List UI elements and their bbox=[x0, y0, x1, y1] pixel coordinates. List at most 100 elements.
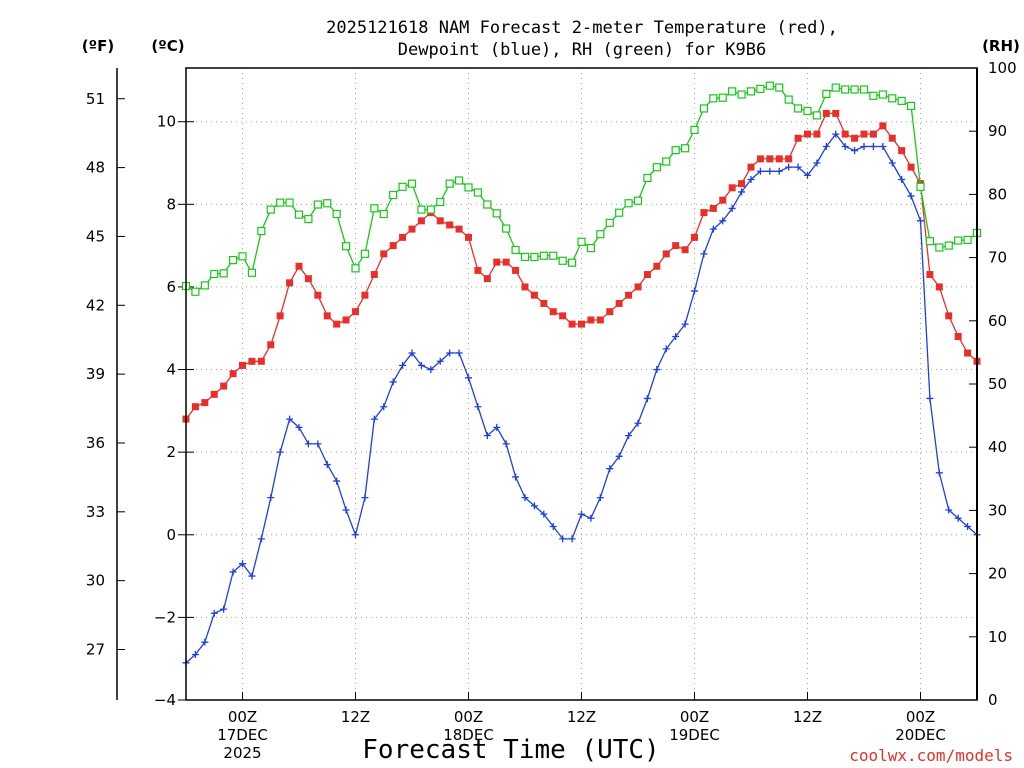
fahrenheit-tick-label: 45 bbox=[86, 227, 105, 245]
fahrenheit-axis: 27 30 33 36 39 42 45 48 51 bbox=[86, 68, 125, 700]
rh-point bbox=[690, 125, 699, 135]
temperature-point bbox=[361, 291, 369, 299]
dewpoint-point bbox=[229, 568, 237, 576]
dewpoint-point bbox=[926, 394, 934, 402]
rh-point bbox=[228, 256, 238, 265]
rh-tick-label: 40 bbox=[988, 438, 1007, 456]
dewpoint-point bbox=[549, 523, 557, 531]
rh-point bbox=[332, 209, 341, 219]
rh-point bbox=[869, 91, 878, 100]
dewpoint-point bbox=[756, 167, 764, 175]
rh-point bbox=[511, 245, 520, 255]
celsius-tick-label: 8 bbox=[166, 195, 176, 213]
dewpoint-point bbox=[314, 440, 322, 448]
temperature-point bbox=[615, 299, 623, 307]
dewpoint-point bbox=[521, 494, 529, 502]
rh-point bbox=[765, 81, 774, 90]
dewpoint-point bbox=[691, 287, 698, 295]
celsius-tick-label: 10 bbox=[157, 113, 176, 131]
temperature-point bbox=[832, 109, 840, 117]
rh-point bbox=[624, 199, 633, 208]
rh-point bbox=[323, 199, 332, 208]
fahrenheit-axis-unit: (ºF) bbox=[82, 37, 114, 55]
rh-point bbox=[464, 183, 473, 192]
temperature-point bbox=[625, 291, 633, 299]
dewpoint-point bbox=[286, 415, 294, 423]
rh-point bbox=[633, 196, 643, 205]
temperature-point bbox=[860, 130, 868, 138]
dewpoint-point bbox=[493, 423, 501, 431]
x-tick-label: 00Z bbox=[906, 708, 935, 726]
temperature-point bbox=[549, 308, 557, 316]
temperature-point bbox=[408, 225, 416, 233]
temperature-point bbox=[568, 320, 576, 328]
rh-point bbox=[652, 163, 661, 172]
dewpoint-point bbox=[653, 366, 661, 374]
rh-tick-label: 80 bbox=[988, 185, 1007, 203]
dewpoint-point bbox=[295, 423, 303, 431]
temperature-point bbox=[728, 184, 736, 192]
temperature-point bbox=[295, 262, 303, 270]
temperature-point bbox=[540, 299, 548, 307]
rh-point bbox=[822, 89, 831, 99]
temperature-point bbox=[559, 312, 567, 320]
rh-point bbox=[294, 210, 304, 219]
x-tick-label: 12Z bbox=[341, 708, 370, 726]
dewpoint-point bbox=[917, 217, 924, 225]
rh-point bbox=[313, 200, 322, 209]
rh-tick-label: 20 bbox=[988, 565, 1007, 583]
rh-tick-label: 10 bbox=[988, 628, 1007, 646]
temperature-point bbox=[333, 320, 341, 328]
dewpoint-point bbox=[568, 535, 576, 543]
rh-tick-label: 50 bbox=[988, 375, 1007, 393]
rh-point bbox=[473, 188, 483, 197]
rh-point bbox=[257, 226, 266, 236]
dewpoint-point bbox=[794, 163, 802, 171]
chart-title-line2: Dewpoint (blue), RH (green) for K9B6 bbox=[398, 40, 766, 60]
rh-point bbox=[341, 242, 351, 251]
rh-tick-label: 0 bbox=[988, 691, 998, 709]
temperature-point bbox=[474, 266, 482, 274]
rh-point bbox=[963, 235, 972, 245]
temperature-point bbox=[653, 262, 661, 270]
rh-tick-label: 70 bbox=[988, 249, 1007, 267]
dewpoint-point bbox=[945, 506, 953, 514]
rh-point bbox=[285, 198, 294, 207]
dewpoint-point bbox=[446, 349, 454, 357]
dewpoint-point bbox=[465, 374, 472, 382]
temperature-point bbox=[483, 275, 491, 283]
rh-point bbox=[454, 176, 464, 185]
temperature-point bbox=[691, 233, 698, 241]
rh-point bbox=[247, 268, 257, 277]
rh-point bbox=[897, 96, 906, 105]
temperature-point bbox=[851, 134, 859, 142]
dewpoint-point bbox=[869, 142, 877, 150]
temperature-point bbox=[352, 308, 359, 316]
dewpoint-point bbox=[709, 225, 717, 233]
temperature-point bbox=[954, 332, 962, 340]
rh-point bbox=[803, 106, 812, 116]
temperature-point bbox=[493, 258, 501, 266]
rh-point bbox=[483, 200, 492, 209]
fahrenheit-tick-label: 36 bbox=[86, 434, 105, 452]
rh-point bbox=[539, 251, 548, 260]
rh-point bbox=[906, 101, 916, 111]
dewpoint-point bbox=[191, 651, 199, 659]
rh-point bbox=[426, 205, 435, 214]
dewpoint-point bbox=[596, 494, 604, 502]
temperature-point bbox=[596, 316, 604, 324]
dewpoint-point bbox=[502, 440, 510, 448]
dewpoint-point bbox=[634, 419, 642, 427]
temperature-point bbox=[304, 275, 312, 283]
dewpoint-point bbox=[417, 361, 425, 369]
temperature-point bbox=[719, 196, 727, 204]
rh-point bbox=[728, 87, 737, 96]
temperature-point bbox=[888, 134, 896, 142]
temperature-point bbox=[276, 312, 284, 320]
temperature-point bbox=[587, 316, 595, 324]
dewpoint-point bbox=[766, 167, 774, 175]
rh-point bbox=[850, 85, 859, 94]
temperature-point bbox=[417, 217, 425, 225]
temperature-point bbox=[220, 382, 228, 390]
dewpoint-point bbox=[474, 403, 482, 411]
